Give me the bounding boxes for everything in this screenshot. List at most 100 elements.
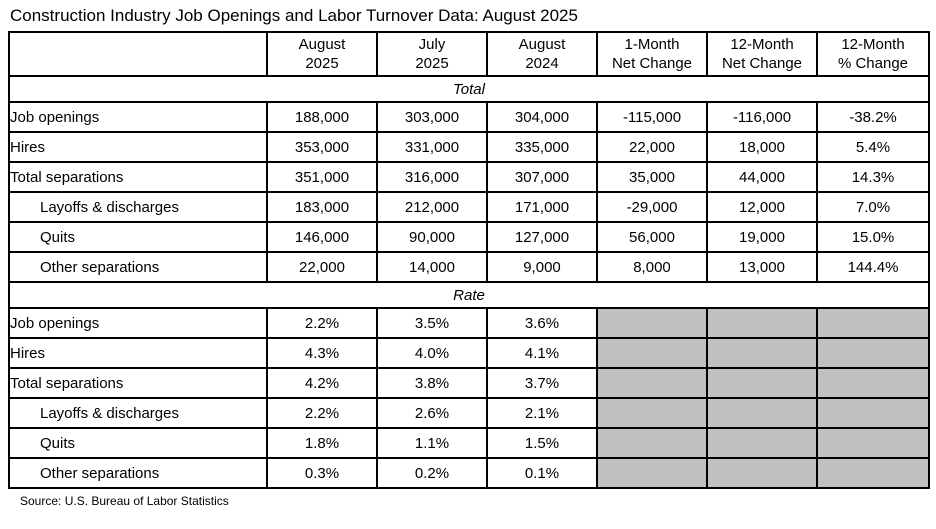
table-row: Hires 353,000 331,000 335,000 22,000 18,000 5.… (8, 131, 930, 164)
value-cell: 171,000 (486, 191, 598, 224)
value-cell: 316,000 (376, 161, 488, 194)
value-cell: 183,000 (266, 191, 378, 224)
value-cell: 127,000 (486, 221, 598, 254)
value-cell: 13,000 (706, 251, 818, 284)
value-cell: 353,000 (266, 131, 378, 164)
row-label: Layoffs & discharges (8, 191, 268, 224)
shaded-cell (596, 397, 708, 430)
shaded-cell (706, 337, 818, 370)
shaded-cell (596, 427, 708, 460)
row-label: Hires (8, 131, 268, 164)
value-cell: 351,000 (266, 161, 378, 194)
value-cell: 3.7% (486, 367, 598, 400)
table-body: Total Job openings 188,000 303,000 304,000 -1… (8, 75, 930, 490)
shaded-cell (816, 367, 930, 400)
table-row: Quits 146,000 90,000 127,000 56,000 19,000 15.… (8, 221, 930, 254)
row-label: Layoffs & discharges (8, 397, 268, 430)
value-cell: 9,000 (486, 251, 598, 284)
shaded-cell (816, 307, 930, 340)
value-cell: 35,000 (596, 161, 708, 194)
value-cell: 2.1% (486, 397, 598, 430)
value-cell: 3.8% (376, 367, 488, 400)
value-cell: 3.5% (376, 307, 488, 340)
shaded-cell (706, 427, 818, 460)
shaded-cell (596, 457, 708, 490)
table-row: Layoffs & discharges 183,000 212,000 171,00… (8, 191, 930, 224)
column-header: 12-Month Net Change (706, 31, 818, 78)
shaded-cell (706, 367, 818, 400)
value-cell: 8,000 (596, 251, 708, 284)
section-header: Total (8, 75, 930, 104)
value-cell: 4.1% (486, 337, 598, 370)
row-label: Hires (8, 337, 268, 370)
header-row: August 2025 July 2025 August 2024 1-Month N… (8, 31, 930, 78)
value-cell: 1.1% (376, 427, 488, 460)
row-label: Job openings (8, 307, 268, 340)
value-cell: 0.3% (266, 457, 378, 490)
shaded-cell (706, 457, 818, 490)
value-cell: 7.0% (816, 191, 930, 224)
shaded-cell (706, 307, 818, 340)
jolts-table: August 2025 July 2025 August 2024 1-Month N… (8, 31, 930, 490)
value-cell: -116,000 (706, 101, 818, 134)
shaded-cell (596, 367, 708, 400)
table-row: Job openings 2.2% 3.5% 3.6% (8, 307, 930, 340)
row-label: Other separations (8, 457, 268, 490)
page-title: Construction Industry Job Openings and L… (10, 6, 578, 25)
value-cell: 0.1% (486, 457, 598, 490)
value-cell: 2.6% (376, 397, 488, 430)
table-row: Hires 4.3% 4.0% 4.1% (8, 337, 930, 370)
table-row: Layoffs & discharges 2.2% 2.6% 2.1% (8, 397, 930, 430)
value-cell: 304,000 (486, 101, 598, 134)
value-cell: 4.2% (266, 367, 378, 400)
section-row: Total (8, 75, 930, 104)
shaded-cell (816, 457, 930, 490)
value-cell: 56,000 (596, 221, 708, 254)
section-header: Rate (8, 281, 930, 310)
value-cell: -29,000 (596, 191, 708, 224)
column-header: 1-Month Net Change (596, 31, 708, 78)
source-note: Source: U.S. Bureau of Labor Statistics (20, 494, 229, 509)
value-cell: 2.2% (266, 307, 378, 340)
value-cell: 307,000 (486, 161, 598, 194)
section-row: Rate (8, 281, 930, 310)
value-cell: 1.8% (266, 427, 378, 460)
value-cell: 303,000 (376, 101, 488, 134)
value-cell: 15.0% (816, 221, 930, 254)
value-cell: 19,000 (706, 221, 818, 254)
shaded-cell (596, 307, 708, 340)
column-header: August 2024 (486, 31, 598, 78)
value-cell: 22,000 (596, 131, 708, 164)
table-row: Quits 1.8% 1.1% 1.5% (8, 427, 930, 460)
table-row: Job openings 188,000 303,000 304,000 -115,00… (8, 101, 930, 134)
shaded-cell (596, 337, 708, 370)
value-cell: 146,000 (266, 221, 378, 254)
row-label: Job openings (8, 101, 268, 134)
value-cell: 18,000 (706, 131, 818, 164)
value-cell: -38.2% (816, 101, 930, 134)
row-label: Other separations (8, 251, 268, 284)
column-header: 12-Month % Change (816, 31, 930, 78)
value-cell: 3.6% (486, 307, 598, 340)
value-cell: 12,000 (706, 191, 818, 224)
row-label: Total separations (8, 367, 268, 400)
value-cell: -115,000 (596, 101, 708, 134)
value-cell: 335,000 (486, 131, 598, 164)
value-cell: 5.4% (816, 131, 930, 164)
table-row: Other separations 22,000 14,000 9,000 8,000 1… (8, 251, 930, 284)
value-cell: 144.4% (816, 251, 930, 284)
value-cell: 4.3% (266, 337, 378, 370)
shaded-cell (816, 397, 930, 430)
row-label: Quits (8, 427, 268, 460)
value-cell: 188,000 (266, 101, 378, 134)
corner-cell (8, 31, 268, 78)
shaded-cell (816, 337, 930, 370)
value-cell: 1.5% (486, 427, 598, 460)
table-row: Other separations 0.3% 0.2% 0.1% (8, 457, 930, 490)
column-header: August 2025 (266, 31, 378, 78)
value-cell: 331,000 (376, 131, 488, 164)
value-cell: 212,000 (376, 191, 488, 224)
value-cell: 90,000 (376, 221, 488, 254)
value-cell: 4.0% (376, 337, 488, 370)
value-cell: 44,000 (706, 161, 818, 194)
